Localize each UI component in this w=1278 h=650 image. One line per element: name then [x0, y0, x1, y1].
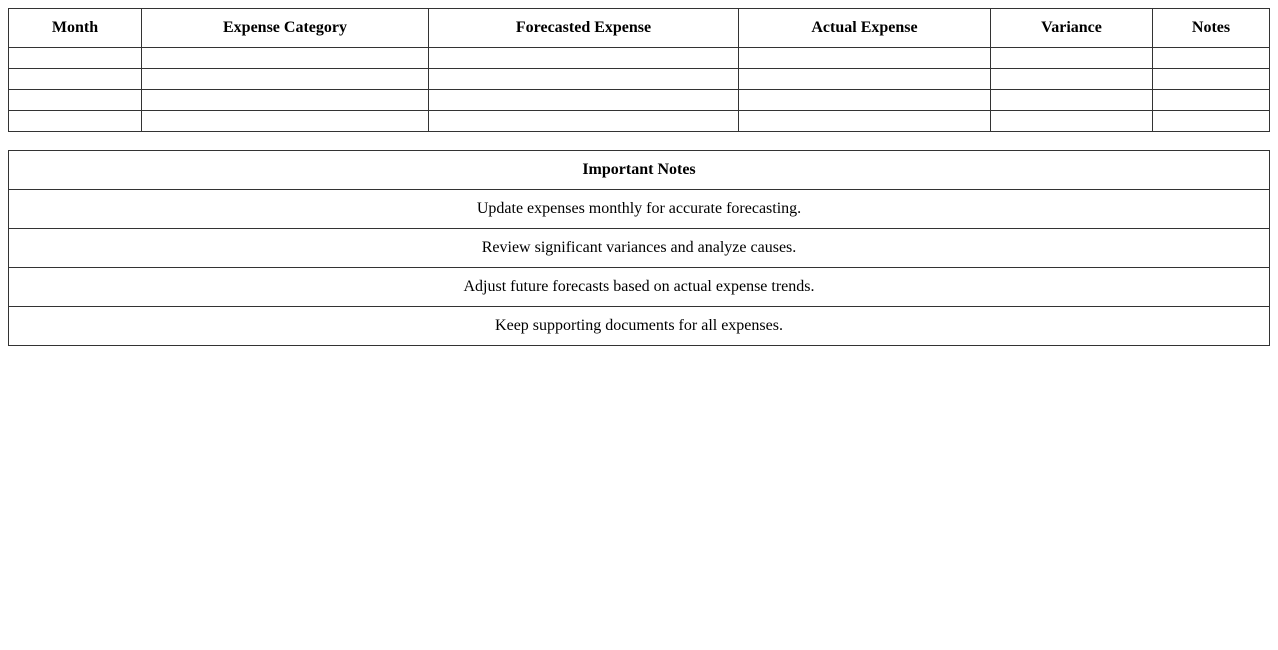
note-row: Adjust future forecasts based on actual … [8, 267, 1270, 307]
notes-title-row: Important Notes [8, 150, 1270, 190]
table-row [8, 47, 1270, 69]
note-row: Update expenses monthly for accurate for… [8, 189, 1270, 229]
table-cell[interactable] [990, 110, 1153, 132]
header-month: Month [8, 8, 142, 48]
table-row [8, 89, 1270, 111]
notes-title: Important Notes [8, 150, 1270, 190]
note-item: Review significant variances and analyze… [8, 228, 1270, 268]
expense-forecast-table: Month Expense Category Forecasted Expens… [8, 8, 1270, 132]
header-forecasted-expense: Forecasted Expense [428, 8, 739, 48]
table-cell[interactable] [141, 110, 429, 132]
table-cell[interactable] [8, 68, 142, 90]
table-row [8, 110, 1270, 132]
table-cell[interactable] [141, 89, 429, 111]
table-header-row: Month Expense Category Forecasted Expens… [8, 8, 1270, 48]
note-row: Review significant variances and analyze… [8, 228, 1270, 268]
table-cell[interactable] [1152, 47, 1270, 69]
table-cell[interactable] [990, 89, 1153, 111]
header-variance: Variance [990, 8, 1153, 48]
note-item: Update expenses monthly for accurate for… [8, 189, 1270, 229]
table-cell[interactable] [990, 68, 1153, 90]
header-notes: Notes [1152, 8, 1270, 48]
table-cell[interactable] [738, 68, 991, 90]
table-cell[interactable] [990, 47, 1153, 69]
table-cell[interactable] [141, 68, 429, 90]
table-cell[interactable] [8, 110, 142, 132]
table-cell[interactable] [1152, 89, 1270, 111]
table-cell[interactable] [428, 68, 739, 90]
table-cell[interactable] [738, 89, 991, 111]
table-cell[interactable] [738, 47, 991, 69]
important-notes-table: Important Notes Update expenses monthly … [8, 150, 1270, 346]
table-cell[interactable] [738, 110, 991, 132]
table-cell[interactable] [1152, 110, 1270, 132]
header-expense-category: Expense Category [141, 8, 429, 48]
table-cell[interactable] [428, 89, 739, 111]
note-item: Keep supporting documents for all expens… [8, 306, 1270, 346]
table-cell[interactable] [141, 47, 429, 69]
table-cell[interactable] [428, 110, 739, 132]
table-cell[interactable] [8, 89, 142, 111]
table-cell[interactable] [1152, 68, 1270, 90]
note-item: Adjust future forecasts based on actual … [8, 267, 1270, 307]
table-row [8, 68, 1270, 90]
table-cell[interactable] [428, 47, 739, 69]
header-actual-expense: Actual Expense [738, 8, 991, 48]
note-row: Keep supporting documents for all expens… [8, 306, 1270, 346]
table-cell[interactable] [8, 47, 142, 69]
